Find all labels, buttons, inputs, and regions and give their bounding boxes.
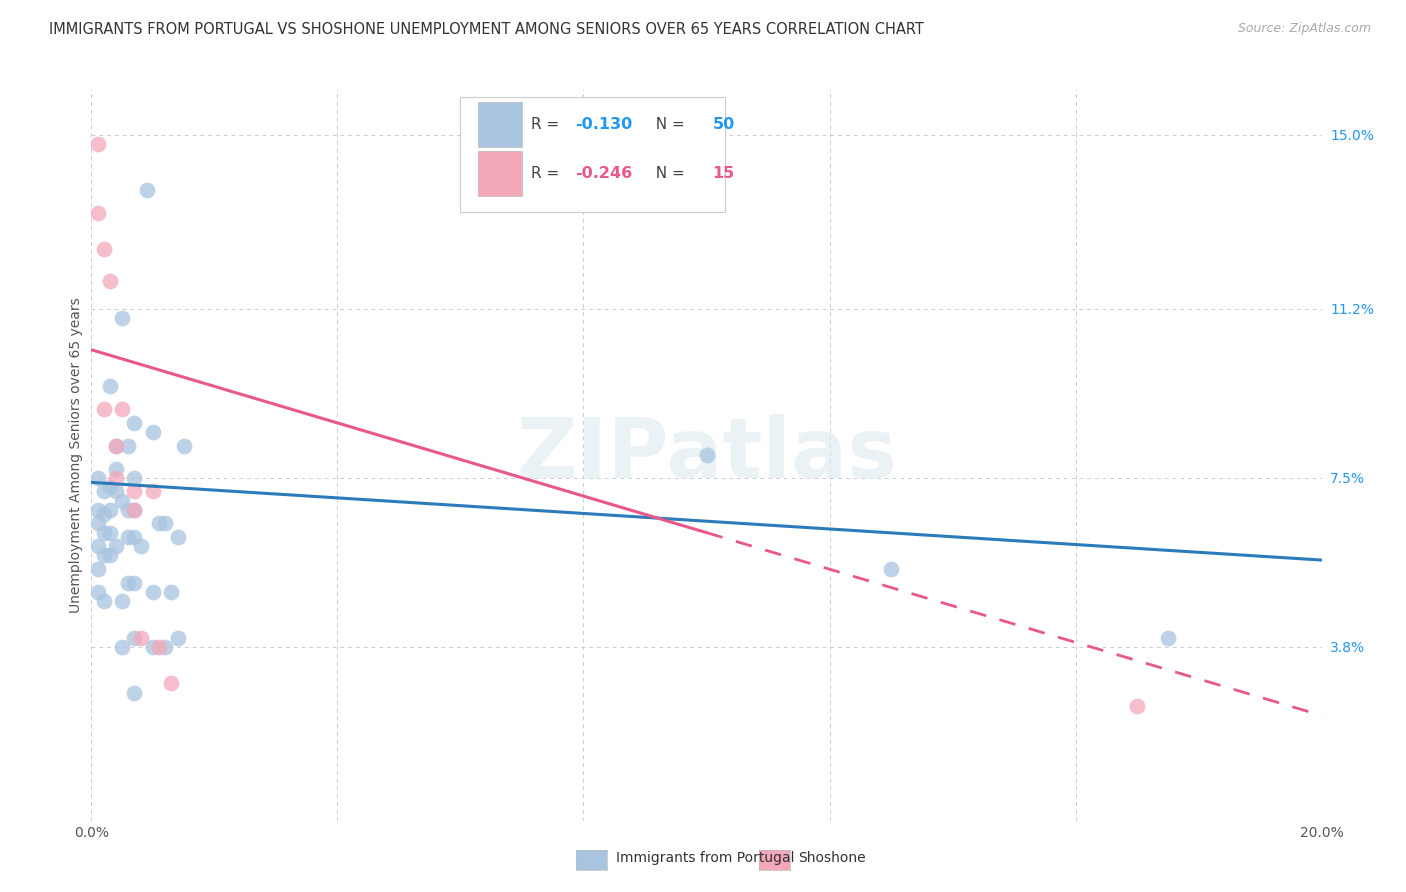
- Point: [86, 205, 108, 219]
- Point: [93, 242, 115, 256]
- Point: [111, 402, 134, 417]
- Text: 50: 50: [713, 117, 735, 132]
- Point: [880, 562, 903, 576]
- Point: [124, 576, 146, 591]
- Point: [86, 539, 108, 553]
- Text: 15: 15: [713, 166, 735, 181]
- Point: [105, 461, 127, 475]
- Point: [124, 686, 146, 700]
- Text: Immigrants from Portugal: Immigrants from Portugal: [616, 851, 794, 865]
- Point: [696, 448, 718, 462]
- Point: [86, 516, 108, 531]
- Point: [93, 508, 115, 522]
- Point: [86, 562, 108, 576]
- Point: [117, 576, 139, 591]
- Point: [124, 530, 146, 544]
- FancyBboxPatch shape: [460, 96, 725, 212]
- Point: [98, 525, 121, 540]
- Point: [153, 516, 177, 531]
- Point: [105, 539, 127, 553]
- Text: R =: R =: [530, 117, 564, 132]
- Point: [166, 530, 188, 544]
- Text: N =: N =: [647, 117, 690, 132]
- Point: [117, 503, 139, 517]
- Point: [1126, 699, 1149, 714]
- Point: [124, 503, 146, 517]
- Point: [98, 549, 121, 563]
- Point: [111, 594, 134, 608]
- Point: [117, 439, 139, 453]
- Point: [142, 425, 165, 439]
- FancyBboxPatch shape: [478, 151, 522, 195]
- Point: [111, 640, 134, 654]
- Text: ZIPatlas: ZIPatlas: [516, 415, 897, 495]
- Text: -0.130: -0.130: [575, 117, 633, 132]
- Point: [93, 402, 115, 417]
- Point: [117, 530, 139, 544]
- Point: [129, 631, 152, 645]
- Text: -0.246: -0.246: [575, 166, 633, 181]
- Text: Source: ZipAtlas.com: Source: ZipAtlas.com: [1237, 22, 1371, 36]
- Point: [124, 503, 146, 517]
- Point: [93, 484, 115, 499]
- Point: [1157, 631, 1180, 645]
- Point: [142, 484, 165, 499]
- Point: [98, 480, 121, 494]
- Point: [98, 274, 121, 288]
- Point: [93, 525, 115, 540]
- Point: [124, 416, 146, 430]
- Text: Shoshone: Shoshone: [799, 851, 866, 865]
- Point: [160, 585, 183, 599]
- Point: [93, 549, 115, 563]
- Point: [142, 585, 165, 599]
- Y-axis label: Unemployment Among Seniors over 65 years: Unemployment Among Seniors over 65 years: [69, 297, 83, 613]
- Point: [129, 539, 152, 553]
- Text: R =: R =: [530, 166, 564, 181]
- Point: [160, 676, 183, 690]
- Point: [105, 439, 127, 453]
- Point: [166, 631, 188, 645]
- Point: [105, 439, 127, 453]
- Point: [111, 310, 134, 325]
- Point: [86, 136, 108, 151]
- Point: [124, 484, 146, 499]
- Point: [105, 484, 127, 499]
- Point: [105, 471, 127, 485]
- Point: [153, 640, 177, 654]
- Point: [142, 640, 165, 654]
- Point: [124, 631, 146, 645]
- Point: [135, 183, 157, 197]
- Point: [148, 516, 170, 531]
- Point: [93, 594, 115, 608]
- Point: [86, 471, 108, 485]
- Text: IMMIGRANTS FROM PORTUGAL VS SHOSHONE UNEMPLOYMENT AMONG SENIORS OVER 65 YEARS CO: IMMIGRANTS FROM PORTUGAL VS SHOSHONE UNE…: [49, 22, 924, 37]
- FancyBboxPatch shape: [478, 102, 522, 146]
- Point: [86, 585, 108, 599]
- Point: [98, 379, 121, 393]
- Point: [98, 503, 121, 517]
- Point: [86, 503, 108, 517]
- Point: [124, 471, 146, 485]
- Text: N =: N =: [647, 166, 690, 181]
- Point: [148, 640, 170, 654]
- Point: [173, 439, 195, 453]
- Point: [111, 493, 134, 508]
